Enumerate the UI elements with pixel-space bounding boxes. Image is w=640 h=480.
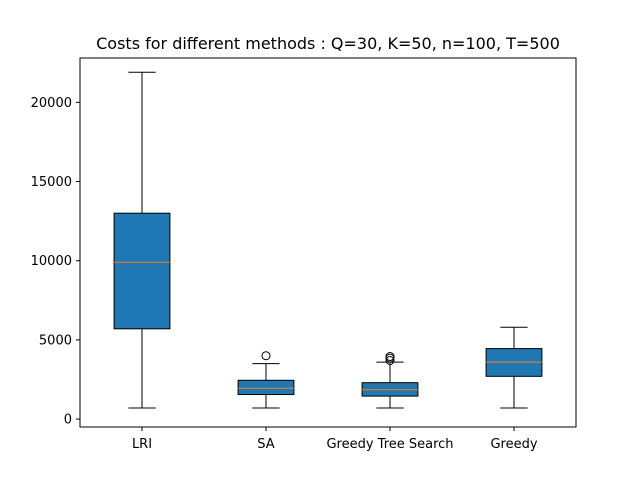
axes-frame [79,57,577,428]
y-tick-label: 15000 [31,175,72,190]
x-tick-label: LRI [132,437,152,452]
outlier-point [385,355,395,365]
box-body [237,379,295,396]
y-tick-label: 10000 [31,254,72,269]
y-tick-label: 20000 [31,96,72,111]
x-tick-label: Greedy [490,437,537,452]
chart-title: Costs for different methods : Q=30, K=50… [96,34,560,53]
x-tick-label: SA [257,437,274,452]
plot-area: 0 5000 10000 15000 20000 LRI SA Greedy Tree Sea… [31,71,543,452]
y-tick-label: 5000 [39,333,72,348]
outlier-point [261,351,271,361]
x-tick-label: Greedy Tree Search [326,437,453,452]
outlier-point [385,352,395,362]
box-body [113,212,171,330]
y-tick-label: 0 [64,413,72,428]
